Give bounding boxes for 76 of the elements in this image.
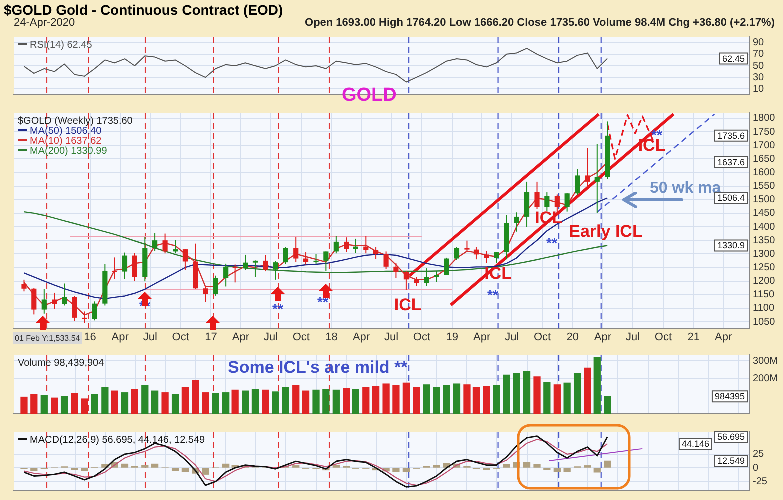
x-tick-label: Jul [384, 331, 399, 344]
x-tick-label: Jul [626, 331, 640, 344]
annotation: 984395 [714, 392, 746, 402]
y-tick-label: 1650 [753, 154, 776, 165]
y-tick-label: 30 [753, 72, 765, 84]
text: 01 Feb Y:1,533.54 [15, 334, 81, 343]
y-tick-label: 10 [753, 84, 765, 95]
x-tick-label: 19 [446, 331, 458, 344]
x-tick-label: Oct [172, 331, 190, 344]
y-tick-label: 25 [753, 449, 765, 460]
annotation: 1330.9 [717, 240, 746, 251]
x-tick-label: 17 [205, 331, 218, 344]
x-tick-label: Apr [474, 331, 491, 344]
annotation: 44.146 [682, 438, 710, 449]
x-tick-label: Apr [715, 331, 732, 344]
annotation: 12.549 [717, 456, 746, 466]
y-tick-label: 50 [753, 60, 765, 72]
x-tick-label: 21 [688, 331, 700, 344]
legend-label: MA(10) 1637.62 [30, 136, 102, 147]
y-tick-label: 0 [753, 462, 759, 474]
x-tick-label: Oct [292, 331, 310, 344]
annotation: 56.695 [717, 432, 746, 442]
y-tick-label: 1150 [753, 290, 775, 301]
y-tick-label: 70 [753, 49, 765, 60]
y-tick-label: 1550 [753, 181, 776, 192]
x-tick-label: Apr [232, 331, 250, 344]
y-tick-label: 200M [753, 374, 778, 385]
annotation: GOLD [342, 85, 397, 106]
annotation: ** [546, 235, 558, 251]
x-tick-label: 16 [84, 331, 96, 344]
x-tick-label: Apr [112, 331, 130, 344]
annotation: 1735.6 [717, 130, 746, 141]
text: Open 1693.00 High 1764.20 Low 1666.20 Close 1735.60 Volume 98.4M Chg +36.80 (+2.17%) [305, 17, 775, 29]
y-tick-label: 1050 [753, 316, 776, 328]
x-tick-label: Jul [264, 331, 278, 344]
x-tick-label: Oct [413, 331, 431, 344]
y-tick-label: -25 [753, 476, 768, 488]
legend-label: RSI(14) 62.45 [30, 40, 93, 51]
y-tick-label: 1750 [753, 126, 776, 138]
annotation: ** [488, 287, 499, 303]
chart-title: $GOLD (Weekly) 1735.60 [18, 116, 134, 127]
legend-label: MA(200) 1330.99 [30, 146, 108, 157]
x-tick-label: 18 [326, 331, 338, 344]
y-tick-label: 300M [753, 356, 778, 367]
y-tick-label: 1300 [753, 248, 776, 260]
annotation: ** [272, 301, 284, 317]
legend-label: MACD(12,26,9) 56.695, 44.146, 12.549 [30, 435, 206, 446]
legend-label: MA(50) 1506.40 [30, 126, 102, 137]
annotation: 1637.6 [717, 157, 746, 168]
y-tick-label: 1250 [753, 262, 776, 274]
annotation: Early ICL [569, 222, 643, 242]
annotation: 62.45 [722, 54, 746, 64]
y-tick-label: 1350 [753, 235, 776, 246]
x-tick-label: Oct [534, 331, 552, 344]
x-tick-label: 20 [566, 331, 580, 344]
y-tick-label: 1100 [753, 303, 775, 314]
chart-subtitle: 24-Apr-2020 [14, 17, 76, 29]
chart-title: $GOLD Gold - Continuous Contract (EOD) [4, 2, 284, 18]
x-tick-label: Oct [654, 331, 672, 344]
x-tick-label: Apr [594, 331, 612, 344]
y-tick-label: 1800 [753, 113, 776, 124]
y-tick-label: 1600 [753, 167, 776, 178]
y-tick-label: 1500 [753, 194, 776, 206]
chart-title: Volume 98,439,904 [18, 358, 105, 369]
annotation: ** [318, 294, 329, 310]
annotation: Some ICL's are mild ** [228, 358, 408, 377]
y-tick-label: 90 [753, 38, 765, 49]
y-tick-label: 1450 [753, 208, 776, 220]
x-tick-label: Jul [143, 331, 158, 344]
x-tick-label: Apr [352, 331, 370, 344]
annotation: 1506.4 [717, 193, 746, 204]
y-tick-label: 1200 [753, 276, 776, 288]
y-tick-label: 1700 [753, 140, 776, 152]
y-tick-label: 1400 [753, 222, 776, 233]
x-tick-label: Jul [505, 331, 520, 344]
annotation: ICL [394, 295, 422, 314]
